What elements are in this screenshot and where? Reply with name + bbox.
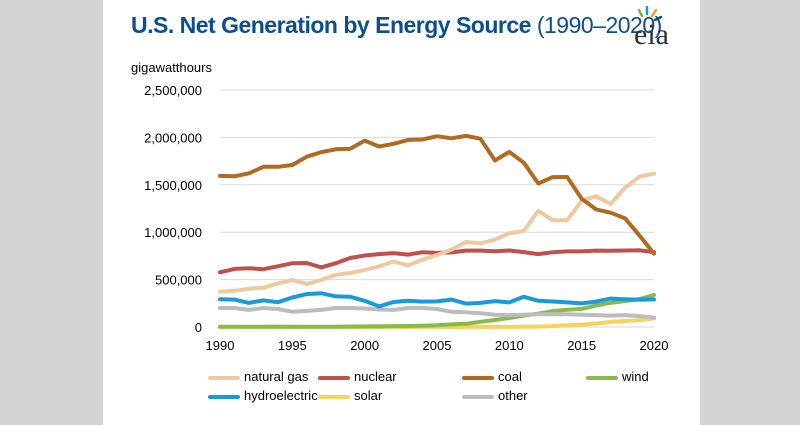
chart-title: U.S. Net Generation by Energy Source (19…	[131, 12, 662, 39]
legend-swatch	[586, 375, 618, 380]
legend-label: solar	[354, 388, 383, 403]
series-line-wind	[218, 293, 656, 329]
legend-item-coal: coal	[462, 369, 522, 384]
series-lines	[218, 133, 656, 329]
y-tick-label: 0	[195, 320, 202, 335]
series-line-natural-gas	[218, 171, 656, 294]
y-tick-label: 2,000,000	[144, 130, 202, 145]
legend-item-natural-gas: natural gas	[208, 369, 308, 384]
legend-swatch	[318, 394, 350, 399]
legend-swatch	[462, 394, 494, 399]
legend-label: coal	[498, 369, 522, 384]
title-main: U.S. Net Generation by Energy Source	[131, 12, 531, 38]
x-tick-label: 2015	[567, 338, 596, 353]
x-tick-label: 2020	[640, 338, 669, 353]
legend-swatch	[462, 375, 494, 380]
legend-label: hydroelectric	[244, 388, 318, 403]
legend-item-solar: solar	[318, 388, 382, 403]
legend-label: natural gas	[244, 369, 309, 384]
series-line-coal	[218, 133, 656, 256]
y-axis-unit-label: gigawatthours	[131, 60, 212, 75]
series-line-hydroelectric	[218, 291, 656, 309]
x-tick-label: 2000	[350, 338, 379, 353]
x-tick-label: 2005	[423, 338, 452, 353]
y-tick-label: 1,500,000	[144, 178, 202, 193]
legend-swatch	[318, 375, 350, 380]
legend-item-wind: wind	[586, 369, 649, 384]
y-tick-label: 2,500,000	[144, 83, 202, 98]
x-tick-label: 1995	[278, 338, 307, 353]
eia-logo-text: eia	[634, 18, 669, 48]
eia-logo-rays	[637, 6, 663, 22]
y-tick-label: 500,000	[155, 273, 202, 288]
legend-item-other: other	[462, 388, 528, 403]
x-tick-label: 2010	[495, 338, 524, 353]
chart-panel	[103, 0, 700, 425]
eia-logo: eia	[634, 6, 669, 48]
y-axis-ticks: 0 500,000 1,000,000 1,500,000 2,000,000 2,500…	[144, 83, 202, 335]
legend-item-hydroelectric: hydroelectric	[208, 388, 318, 403]
legend-label: nuclear	[354, 369, 397, 384]
x-tick-label: 1990	[206, 338, 235, 353]
legend-item-nuclear: nuclear	[318, 369, 397, 384]
y-tick-label: 1,000,000	[144, 225, 202, 240]
legend-label: other	[498, 388, 528, 403]
legend-label: wind	[622, 369, 649, 384]
legend-swatch	[208, 375, 240, 380]
series-line-other	[218, 306, 656, 320]
gridlines	[220, 89, 654, 328]
legend-swatch	[208, 394, 240, 399]
x-axis-ticks: 1990 1995 2000 2005 2010 2015 2020	[206, 338, 669, 353]
